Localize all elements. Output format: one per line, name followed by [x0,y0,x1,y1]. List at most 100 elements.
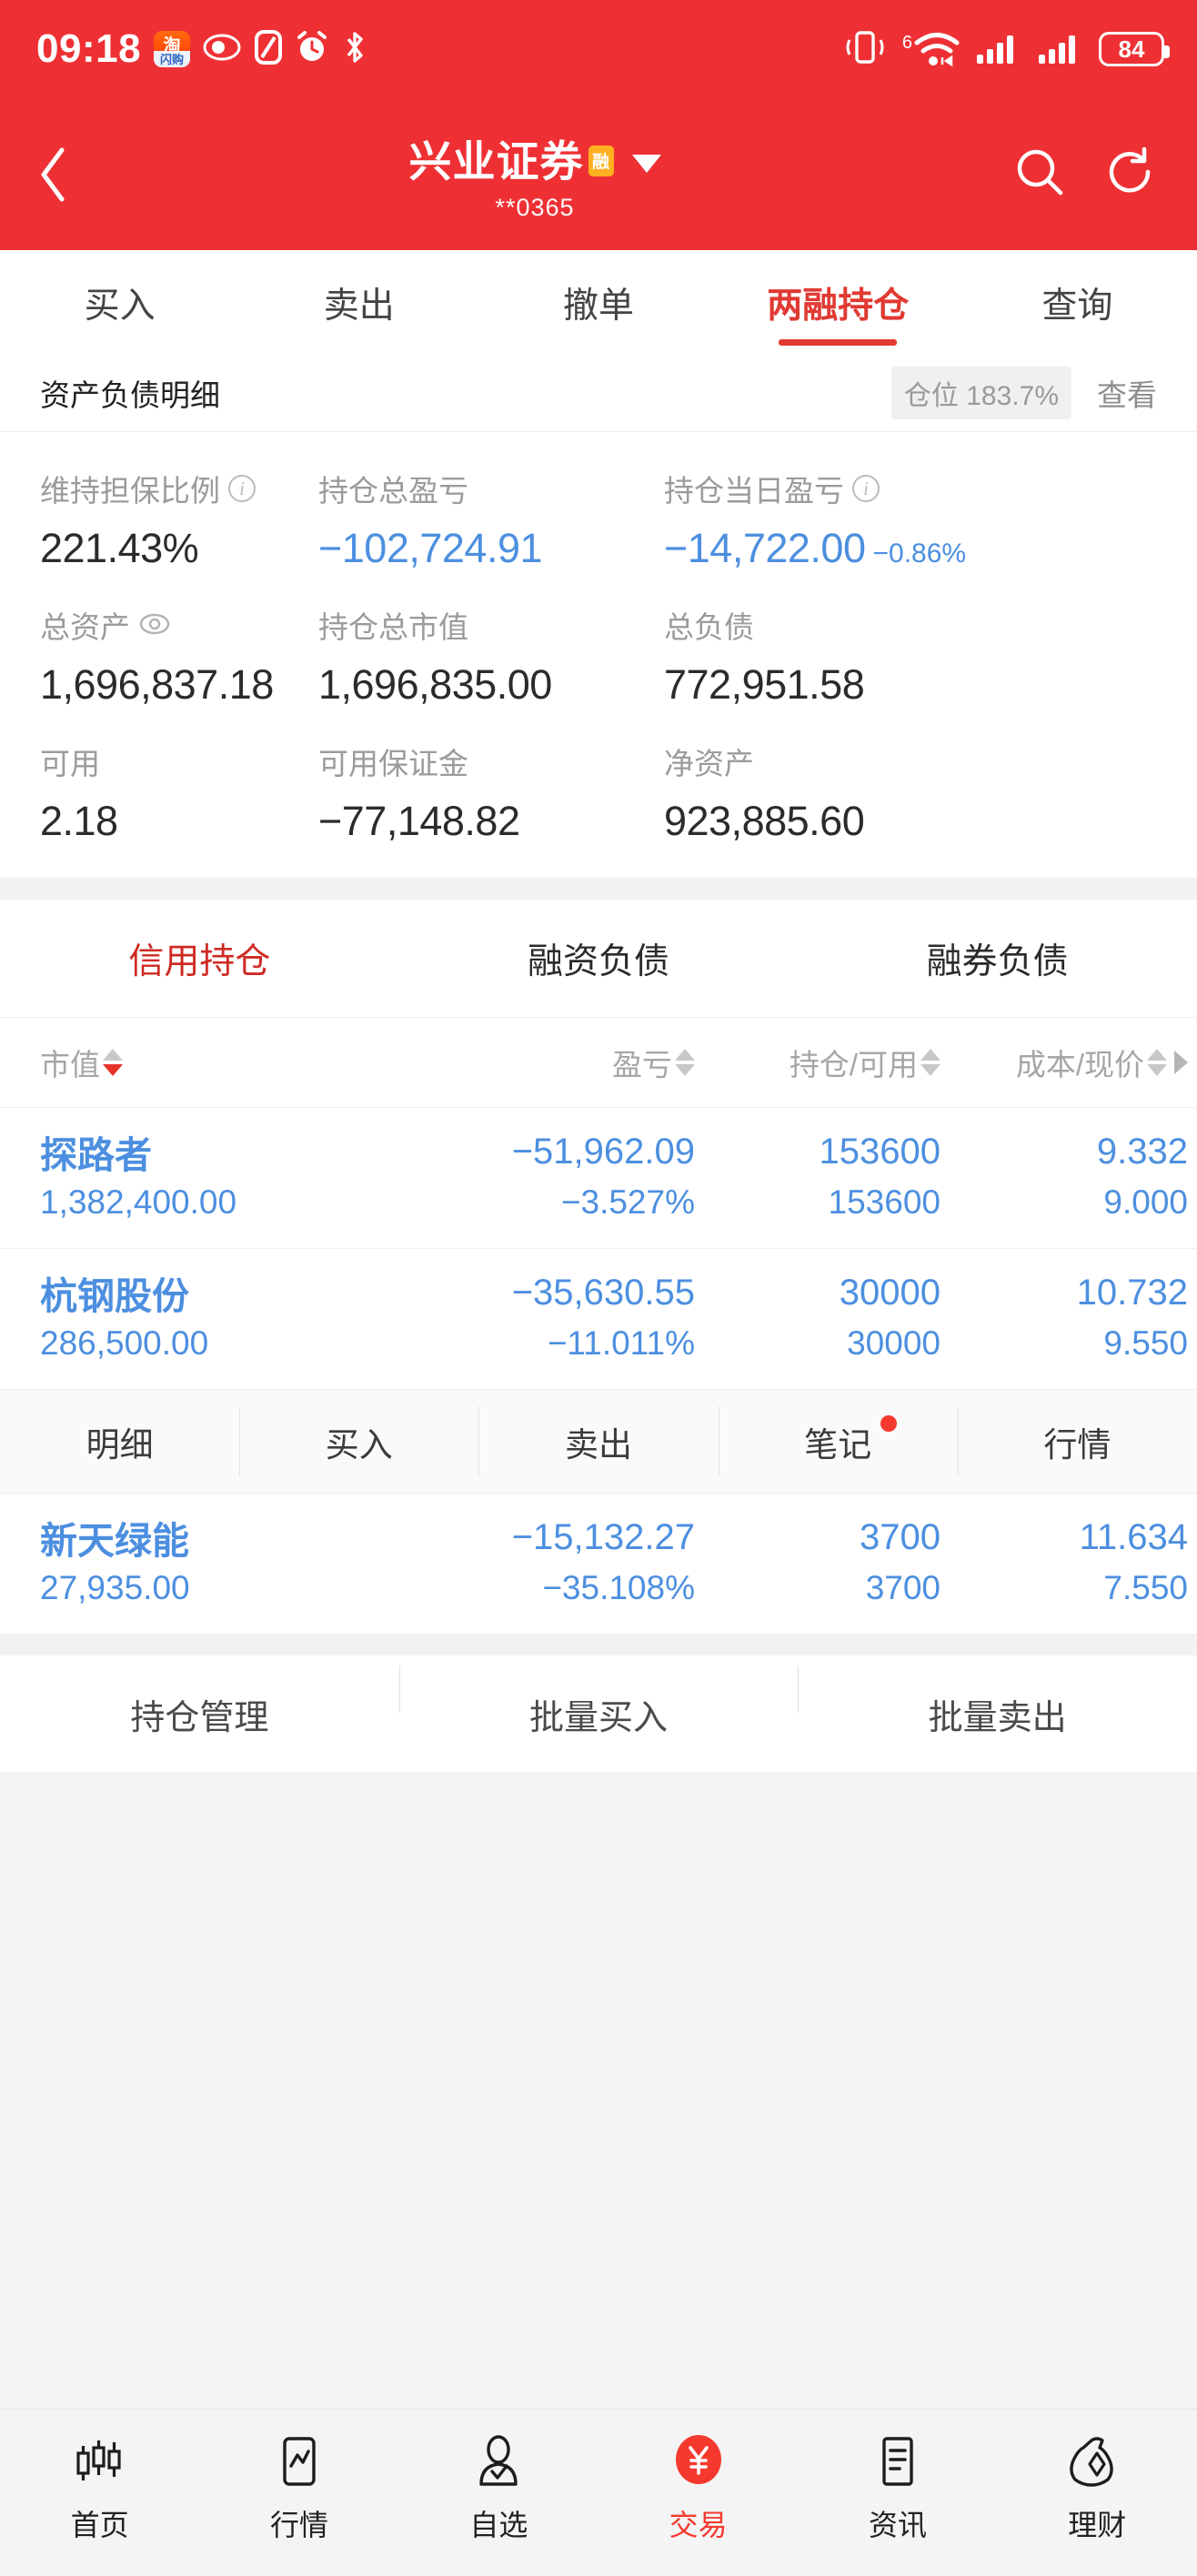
chevron-left-icon [41,147,65,201]
status-bar-left: 09:18 淘 闪购 [36,29,368,70]
wifi6-icon: 6 [902,31,961,67]
tab-cancel-order[interactable]: 撤单 [563,286,635,326]
sort-arrows-icon[interactable] [1147,1049,1167,1076]
position-ratio-badge: 仓位 183.7% [890,367,1071,419]
action-label: 行情 [1043,1425,1112,1464]
back-button[interactable] [0,145,109,205]
status-bar-right: 6 84 [842,29,1170,70]
metric-subvalue: −0.86% [872,538,967,569]
header-title-block[interactable]: 兴业证券 融 **0365 [91,126,979,222]
nav-item-trade[interactable]: 交易 [598,2430,798,2544]
cell-market-value: 1,382,400.00 [40,1183,237,1221]
subtab-securities-liability[interactable]: 融券负债 [926,941,1069,981]
tab-buy[interactable]: 买入 [84,286,156,326]
metric-value: 1,696,835.00 [318,661,552,708]
action-detail[interactable]: 明细 [0,1390,239,1493]
stock-name[interactable]: 探路者 [40,1134,152,1176]
holdings-subtabs: 信用持仓 融资负债 融券负债 [0,900,1197,1018]
table-row[interactable]: 新天绿能 −15,132.27 3700 11.634 27,935.00 −3… [0,1494,1197,1634]
table-row-secondary: 27,935.00 −35.108% 3700 7.550 [40,1563,1192,1614]
column-header-cost-price[interactable]: 成本/现价 [940,1041,1192,1084]
taobao-icon-top: 淘 [163,36,181,55]
metric-label-wrap: 持仓总市值 [318,603,655,647]
trade-tabs: 买入 卖出 撤单 两融持仓 查询 [0,250,1197,355]
candlestick-icon [70,2430,130,2493]
alarm-icon [296,30,328,69]
cell-market-value: 27,935.00 [40,1569,190,1606]
view-detail-link[interactable]: 查看 [1097,378,1157,412]
column-label: 持仓/可用 [789,1048,918,1082]
chevron-right-icon[interactable] [1174,1051,1188,1074]
nav-label: 首页 [70,2509,129,2541]
eye-icon[interactable] [138,608,171,642]
wifi-generation: 6 [901,33,912,53]
metric-available-margin: 可用保证金 −77,148.82 [304,740,655,845]
table-row[interactable]: 探路者 −51,962.09 153600 9.332 1,382,400.00… [0,1107,1197,1248]
tab-query[interactable]: 查询 [1041,286,1113,326]
column-header-profit[interactable]: 盈亏 [422,1041,695,1084]
cell-available: 30000 [847,1324,940,1362]
asset-metrics: 维持担保比例 i 221.43% 持仓总盈亏 −102,724.91 [0,432,1197,861]
column-header-holding-available[interactable]: 持仓/可用 [695,1041,940,1084]
subtab-credit-holdings[interactable]: 信用持仓 [128,941,271,981]
metric-label-wrap: 维持担保比例 i [40,467,304,510]
nav-item-quotes[interactable]: 行情 [199,2430,398,2544]
tab-margin-holdings[interactable]: 两融持仓 [719,250,958,355]
signal-icon [1037,29,1084,70]
sort-arrows-icon[interactable] [920,1049,940,1076]
column-header-market-value[interactable]: 市值 [40,1041,422,1084]
table-row[interactable]: 杭钢股份 −35,630.55 30000 10.732 286,500.00 … [0,1248,1197,1389]
action-quote[interactable]: 行情 [957,1390,1197,1493]
batch-sell-button[interactable]: 批量卖出 [798,1665,1197,1739]
holdings-manage-bar: 持仓管理 批量买入 批量卖出 [0,1655,1197,1772]
cell-price: 7.550 [1103,1569,1188,1606]
metric-total-profit: 持仓总盈亏 −102,724.91 [304,467,655,572]
table-row-secondary: 286,500.00 −11.011% 30000 9.550 [40,1318,1192,1369]
sort-arrows-icon[interactable] [675,1049,695,1076]
metric-total-liability: 总负债 772,951.58 [655,603,1197,709]
batch-buy-button[interactable]: 批量买入 [398,1665,799,1739]
stock-name[interactable]: 新天绿能 [40,1520,189,1562]
cell-profit: −15,132.27 [511,1516,695,1557]
metric-value-wrap: 923,885.60 [664,798,1197,845]
manage-holdings-button[interactable]: 持仓管理 [130,1698,269,1737]
eye-icon [203,34,241,65]
subtab-financing-liability[interactable]: 融资负债 [528,941,670,981]
nav-label: 交易 [669,2509,728,2541]
metric-label: 持仓总市值 [318,610,468,644]
info-icon[interactable]: i [228,475,256,502]
metric-value-wrap: −77,148.82 [318,798,655,845]
search-icon [1017,149,1063,196]
table-row-primary: 探路者 −51,962.09 153600 9.332 [40,1126,1192,1177]
asset-panel: 资产负债明细 仓位 183.7% 查看 维持担保比例 i 221.43% 持仓 [0,355,1197,878]
stock-name[interactable]: 杭钢股份 [40,1275,189,1317]
nav-label: 理财 [1068,2509,1127,2541]
action-note[interactable]: 笔记 [718,1390,958,1493]
tab-sell[interactable]: 卖出 [323,286,395,326]
nav-item-news[interactable]: 资讯 [798,2430,997,2544]
metric-label-wrap: 总资产 [40,603,304,647]
nav-item-wealth[interactable]: 理财 [998,2430,1197,2544]
info-icon[interactable]: i [852,475,880,502]
cell-profit-pct: −11.011% [547,1324,695,1362]
cell-available: 153600 [828,1183,940,1221]
action-sell[interactable]: 卖出 [478,1390,718,1493]
metric-value: 2.18 [40,798,118,844]
action-buy[interactable]: 买入 [239,1390,478,1493]
cell-holding: 153600 [819,1131,940,1172]
caret-down-icon[interactable] [631,154,661,173]
refresh-button[interactable] [1104,146,1157,203]
action-label: 笔记 [804,1425,872,1464]
nav-item-watchlist[interactable]: 自选 [399,2430,598,2544]
nav-label: 行情 [269,2509,328,2541]
sort-arrows-icon[interactable] [103,1049,123,1076]
cell-holding: 30000 [839,1272,940,1313]
nav-item-home[interactable]: 首页 [0,2430,199,2544]
search-button[interactable] [1013,146,1066,203]
bottom-navigation: 首页 行情 自选 交易 资讯 [0,2409,1197,2576]
bluetooth-icon [341,29,368,70]
metric-value-wrap: 1,696,837.18 [40,661,304,709]
header-actions [979,146,1197,203]
metric-label: 总负债 [664,610,754,644]
